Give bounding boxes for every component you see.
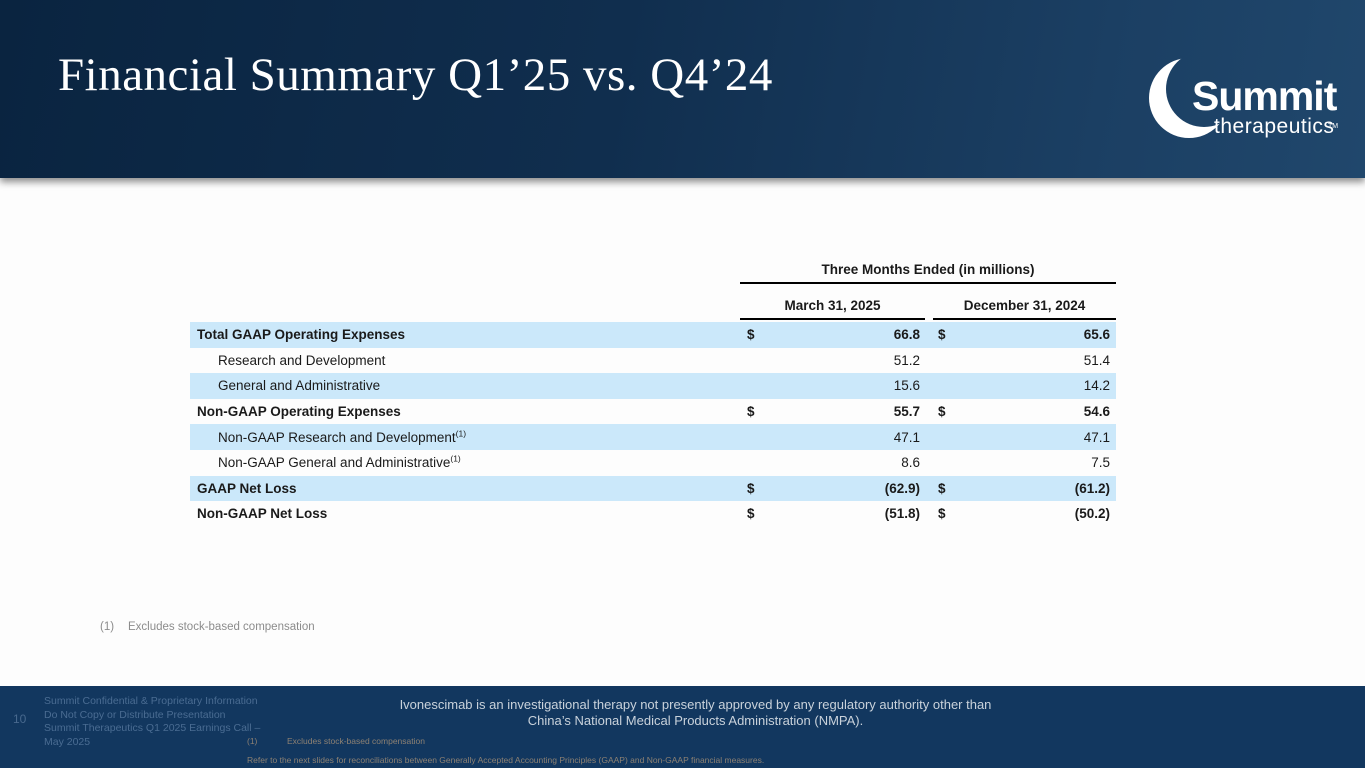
footer-footnote: (1) Excludes stock-based compensation bbox=[247, 736, 425, 746]
footnote-marker: (1) bbox=[100, 621, 115, 633]
dollar-sign: $ bbox=[747, 404, 755, 420]
table-row: Non-GAAP General and Administrative(1) 8… bbox=[190, 450, 1116, 476]
dollar-sign: $ bbox=[747, 327, 755, 343]
table-row: Total GAAP Operating Expenses $66.8 $65.… bbox=[190, 322, 1116, 348]
value-cell: 51.2 bbox=[893, 352, 920, 368]
value-cell: 66.8 bbox=[893, 327, 920, 343]
footer-center-line: Ivonescimab is an investigational therap… bbox=[399, 697, 992, 712]
logo-subbrand-text: therapeutics bbox=[1214, 115, 1334, 138]
footer-left-line: Summit Confidential & Proprietary Inform… bbox=[44, 695, 258, 707]
table-row: Non-GAAP Research and Development(1) 47.… bbox=[190, 424, 1116, 450]
footnote-text: Excludes stock-based compensation bbox=[128, 621, 315, 633]
table-row: Non-GAAP Net Loss $ (51.8) $ (50.2) bbox=[190, 501, 1116, 527]
value-cell: 54.6 bbox=[1083, 404, 1110, 420]
summit-therapeutics-logo: Summit therapeutics TM bbox=[1148, 38, 1343, 156]
slide-page-number: 10 bbox=[13, 712, 27, 726]
footnote: (1) Excludes stock-based compensation bbox=[100, 621, 315, 633]
footer-band: 10 Summit Confidential & Proprietary Inf… bbox=[0, 686, 1365, 768]
row-label: Non-GAAP General and Administrative(1) bbox=[218, 453, 461, 471]
table-spanner-header: Three Months Ended (in millions) bbox=[740, 262, 1116, 284]
footer-center-line: China’s National Medical Products Admini… bbox=[527, 713, 864, 728]
value-cell: 14.2 bbox=[1083, 378, 1110, 394]
value-cell: 51.4 bbox=[1083, 352, 1110, 368]
footer-left-line: Summit Therapeutics Q1 2025 Earnings Cal… bbox=[44, 722, 261, 734]
dollar-sign: $ bbox=[938, 480, 946, 496]
dollar-sign: $ bbox=[938, 404, 946, 420]
table-row: General and Administrative 15.6 14.2 bbox=[190, 373, 1116, 399]
logo-brand-text: Summit bbox=[1192, 73, 1338, 119]
value-cell: 47.1 bbox=[1083, 429, 1110, 445]
value-cell: 7.5 bbox=[1091, 455, 1110, 471]
value-cell: (61.2) bbox=[1074, 480, 1110, 496]
footer-confidentiality-block: Summit Confidential & Proprietary Inform… bbox=[44, 695, 260, 749]
value-cell: 47.1 bbox=[893, 429, 920, 445]
value-cell: 65.6 bbox=[1083, 327, 1110, 343]
value-cell: (50.2) bbox=[1074, 506, 1110, 522]
table-row: Non-GAAP Operating Expenses $55.7 $54.6 bbox=[190, 399, 1116, 425]
value-cell: 15.6 bbox=[893, 378, 920, 394]
footer-footnote-marker: (1) bbox=[247, 736, 258, 746]
crescent-moon-icon: Summit therapeutics TM bbox=[1148, 38, 1343, 156]
row-label: Total GAAP Operating Expenses bbox=[197, 327, 406, 343]
table-column-headers: March 31, 2025 December 31, 2024 bbox=[740, 298, 1116, 320]
dollar-sign: $ bbox=[747, 480, 755, 496]
value-cell: (51.8) bbox=[884, 506, 920, 522]
table-rows: Total GAAP Operating Expenses $66.8 $65.… bbox=[190, 322, 1116, 527]
page-title: Financial Summary Q1’25 vs. Q4’24 bbox=[58, 49, 773, 101]
row-label: General and Administrative bbox=[218, 378, 381, 394]
dollar-sign: $ bbox=[938, 327, 946, 343]
footer-reconciliation-note: Refer to the next slides for reconciliat… bbox=[247, 755, 765, 765]
footer-left-line: May 2025 bbox=[44, 735, 91, 748]
table-row: GAAP Net Loss $ (62.9) $ (61.2) bbox=[190, 475, 1116, 502]
financial-summary-table: Three Months Ended (in millions) March 3… bbox=[190, 262, 1116, 527]
dollar-sign: $ bbox=[747, 506, 755, 522]
footer-left-line: Do Not Copy or Distribute Presentation bbox=[44, 708, 226, 721]
row-label: Research and Development bbox=[218, 352, 386, 368]
header-band: Financial Summary Q1’25 vs. Q4’24 Summit… bbox=[0, 0, 1365, 178]
dollar-sign: $ bbox=[938, 506, 946, 522]
footer-footnote-text: Excludes stock-based compensation bbox=[287, 736, 425, 746]
column-header-march: March 31, 2025 bbox=[740, 298, 925, 320]
table-row: Research and Development 51.2 51.4 bbox=[190, 348, 1116, 374]
value-cell: 55.7 bbox=[893, 404, 920, 420]
row-label: Non-GAAP Research and Development(1) bbox=[218, 428, 467, 445]
slide-body: Three Months Ended (in millions) March 3… bbox=[0, 178, 1365, 686]
value-cell: (62.9) bbox=[884, 480, 920, 496]
row-label: Non-GAAP Net Loss bbox=[197, 506, 328, 522]
logo-trademark: TM bbox=[1328, 123, 1338, 130]
footer-regulatory-statement: Ivonescimab is an investigational therap… bbox=[348, 697, 1043, 729]
column-header-december: December 31, 2024 bbox=[933, 298, 1116, 320]
value-cell: 8.6 bbox=[901, 455, 920, 471]
row-label: GAAP Net Loss bbox=[197, 480, 297, 496]
row-label: Non-GAAP Operating Expenses bbox=[197, 404, 401, 420]
